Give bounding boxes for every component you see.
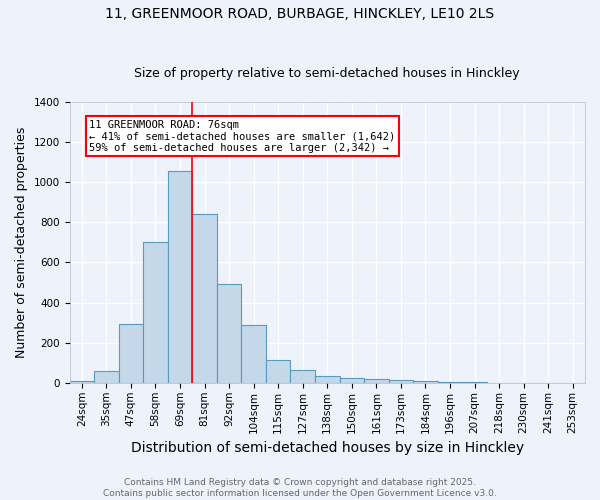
Bar xyxy=(143,242,168,383)
Bar xyxy=(462,382,487,383)
Bar xyxy=(290,370,315,383)
Text: 11 GREENMOOR ROAD: 76sqm
← 41% of semi-detached houses are smaller (1,642)
59% o: 11 GREENMOOR ROAD: 76sqm ← 41% of semi-d… xyxy=(89,120,395,153)
Bar xyxy=(241,324,266,383)
Title: Size of property relative to semi-detached houses in Hinckley: Size of property relative to semi-detach… xyxy=(134,66,520,80)
Bar xyxy=(217,284,241,383)
Bar xyxy=(192,214,217,383)
Bar xyxy=(315,376,340,383)
Bar xyxy=(266,360,290,383)
Bar xyxy=(94,371,119,383)
Bar xyxy=(438,382,462,383)
Bar xyxy=(364,379,389,383)
Text: Contains HM Land Registry data © Crown copyright and database right 2025.
Contai: Contains HM Land Registry data © Crown c… xyxy=(103,478,497,498)
Bar xyxy=(340,378,364,383)
Text: 11, GREENMOOR ROAD, BURBAGE, HINCKLEY, LE10 2LS: 11, GREENMOOR ROAD, BURBAGE, HINCKLEY, L… xyxy=(106,8,494,22)
Bar xyxy=(168,171,192,383)
X-axis label: Distribution of semi-detached houses by size in Hinckley: Distribution of semi-detached houses by … xyxy=(131,441,524,455)
Bar xyxy=(119,324,143,383)
Y-axis label: Number of semi-detached properties: Number of semi-detached properties xyxy=(15,126,28,358)
Bar xyxy=(70,381,94,383)
Bar xyxy=(389,380,413,383)
Bar xyxy=(413,382,438,383)
